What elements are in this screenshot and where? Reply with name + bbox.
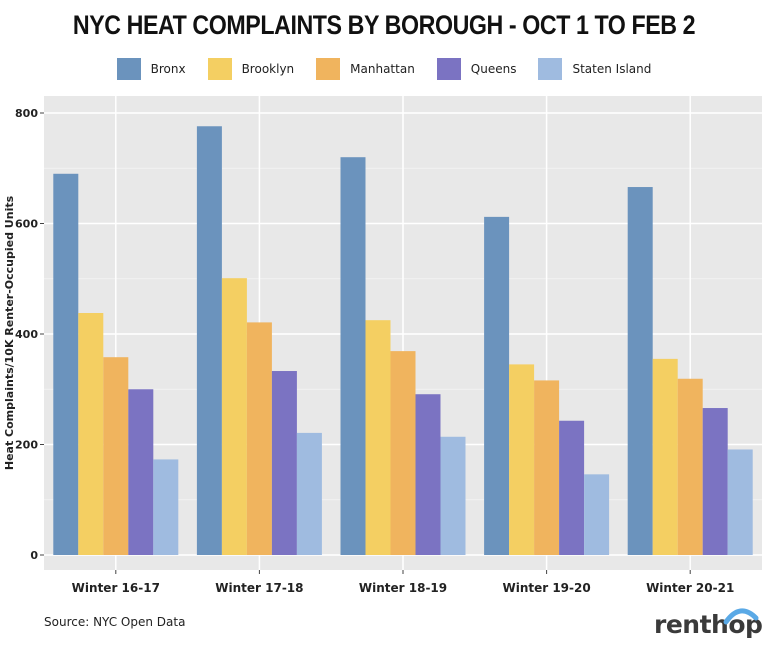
bar-bronx [196,126,222,555]
bar-bronx [627,187,653,555]
bar-manhattan [534,380,560,555]
legend-label: Staten Island [572,62,652,76]
bar-staten-island [727,449,753,555]
brand-logo: renthop [654,610,763,639]
x-tick-label: Winter 17-18 [215,581,303,595]
legend-label: Queens [470,62,517,76]
legend-swatch [436,58,461,80]
bar-brooklyn [652,358,678,555]
chart-title: NYC Heat Complaints by Borough - Oct 1 t… [72,10,696,40]
chart-legend: Bronx Brooklyn Manhattan Queens Staten Islan… [0,58,768,80]
legend-label: Manhattan [350,62,415,76]
y-tick-label: 200 [15,439,38,452]
bar-bronx [484,216,510,555]
bar-chart: 0 200 400 600 800 Winter 16-17 Winter 17-18 Win… [3,96,762,595]
x-tick-label: Winter 20-21 [646,581,734,595]
bar-bronx [340,157,366,555]
bar-staten-island [296,432,322,555]
bar-manhattan [677,378,703,555]
bar-manhattan [246,322,272,555]
legend-label: Bronx [150,62,186,76]
legend-swatch [116,58,141,80]
x-tick-label: Winter 19-20 [502,581,590,595]
bar-staten-island [440,436,466,555]
bar-bronx [53,173,79,555]
legend-item-brooklyn: Brooklyn [207,58,295,80]
legend-swatch [316,58,341,80]
bar-queens [271,371,297,555]
y-tick-label: 400 [15,328,38,341]
legend-swatch [207,58,232,80]
legend-item-queens: Queens [436,58,517,80]
bar-brooklyn [365,320,391,555]
y-tick-label: 0 [30,549,38,562]
source-note: Source: NYC Open Data [44,615,186,629]
bar-manhattan [390,351,416,555]
bar-brooklyn [509,364,535,555]
legend-item-manhattan: Manhattan [316,58,415,80]
bar-queens [702,408,728,555]
y-axis-label: Heat Complaints/10K Renter-Occupied Unit… [3,195,16,470]
legend-item-bronx: Bronx [116,58,186,80]
legend-label: Brooklyn [241,62,295,76]
y-tick-label: 800 [15,107,38,120]
x-tick-label: Winter 18-19 [359,581,447,595]
bar-brooklyn [221,278,247,555]
legend-swatch [538,58,563,80]
bar-brooklyn [78,313,104,555]
y-tick-label: 600 [15,218,38,231]
bar-queens [415,394,441,555]
bar-staten-island [153,459,179,555]
x-tick-label: Winter 16-17 [72,581,160,595]
bar-staten-island [584,474,610,555]
bar-queens [128,389,154,555]
bar-manhattan [103,357,129,555]
brand-logo-arc-icon [723,608,759,625]
legend-item-staten-island: Staten Island [538,58,651,80]
bar-queens [559,420,585,555]
